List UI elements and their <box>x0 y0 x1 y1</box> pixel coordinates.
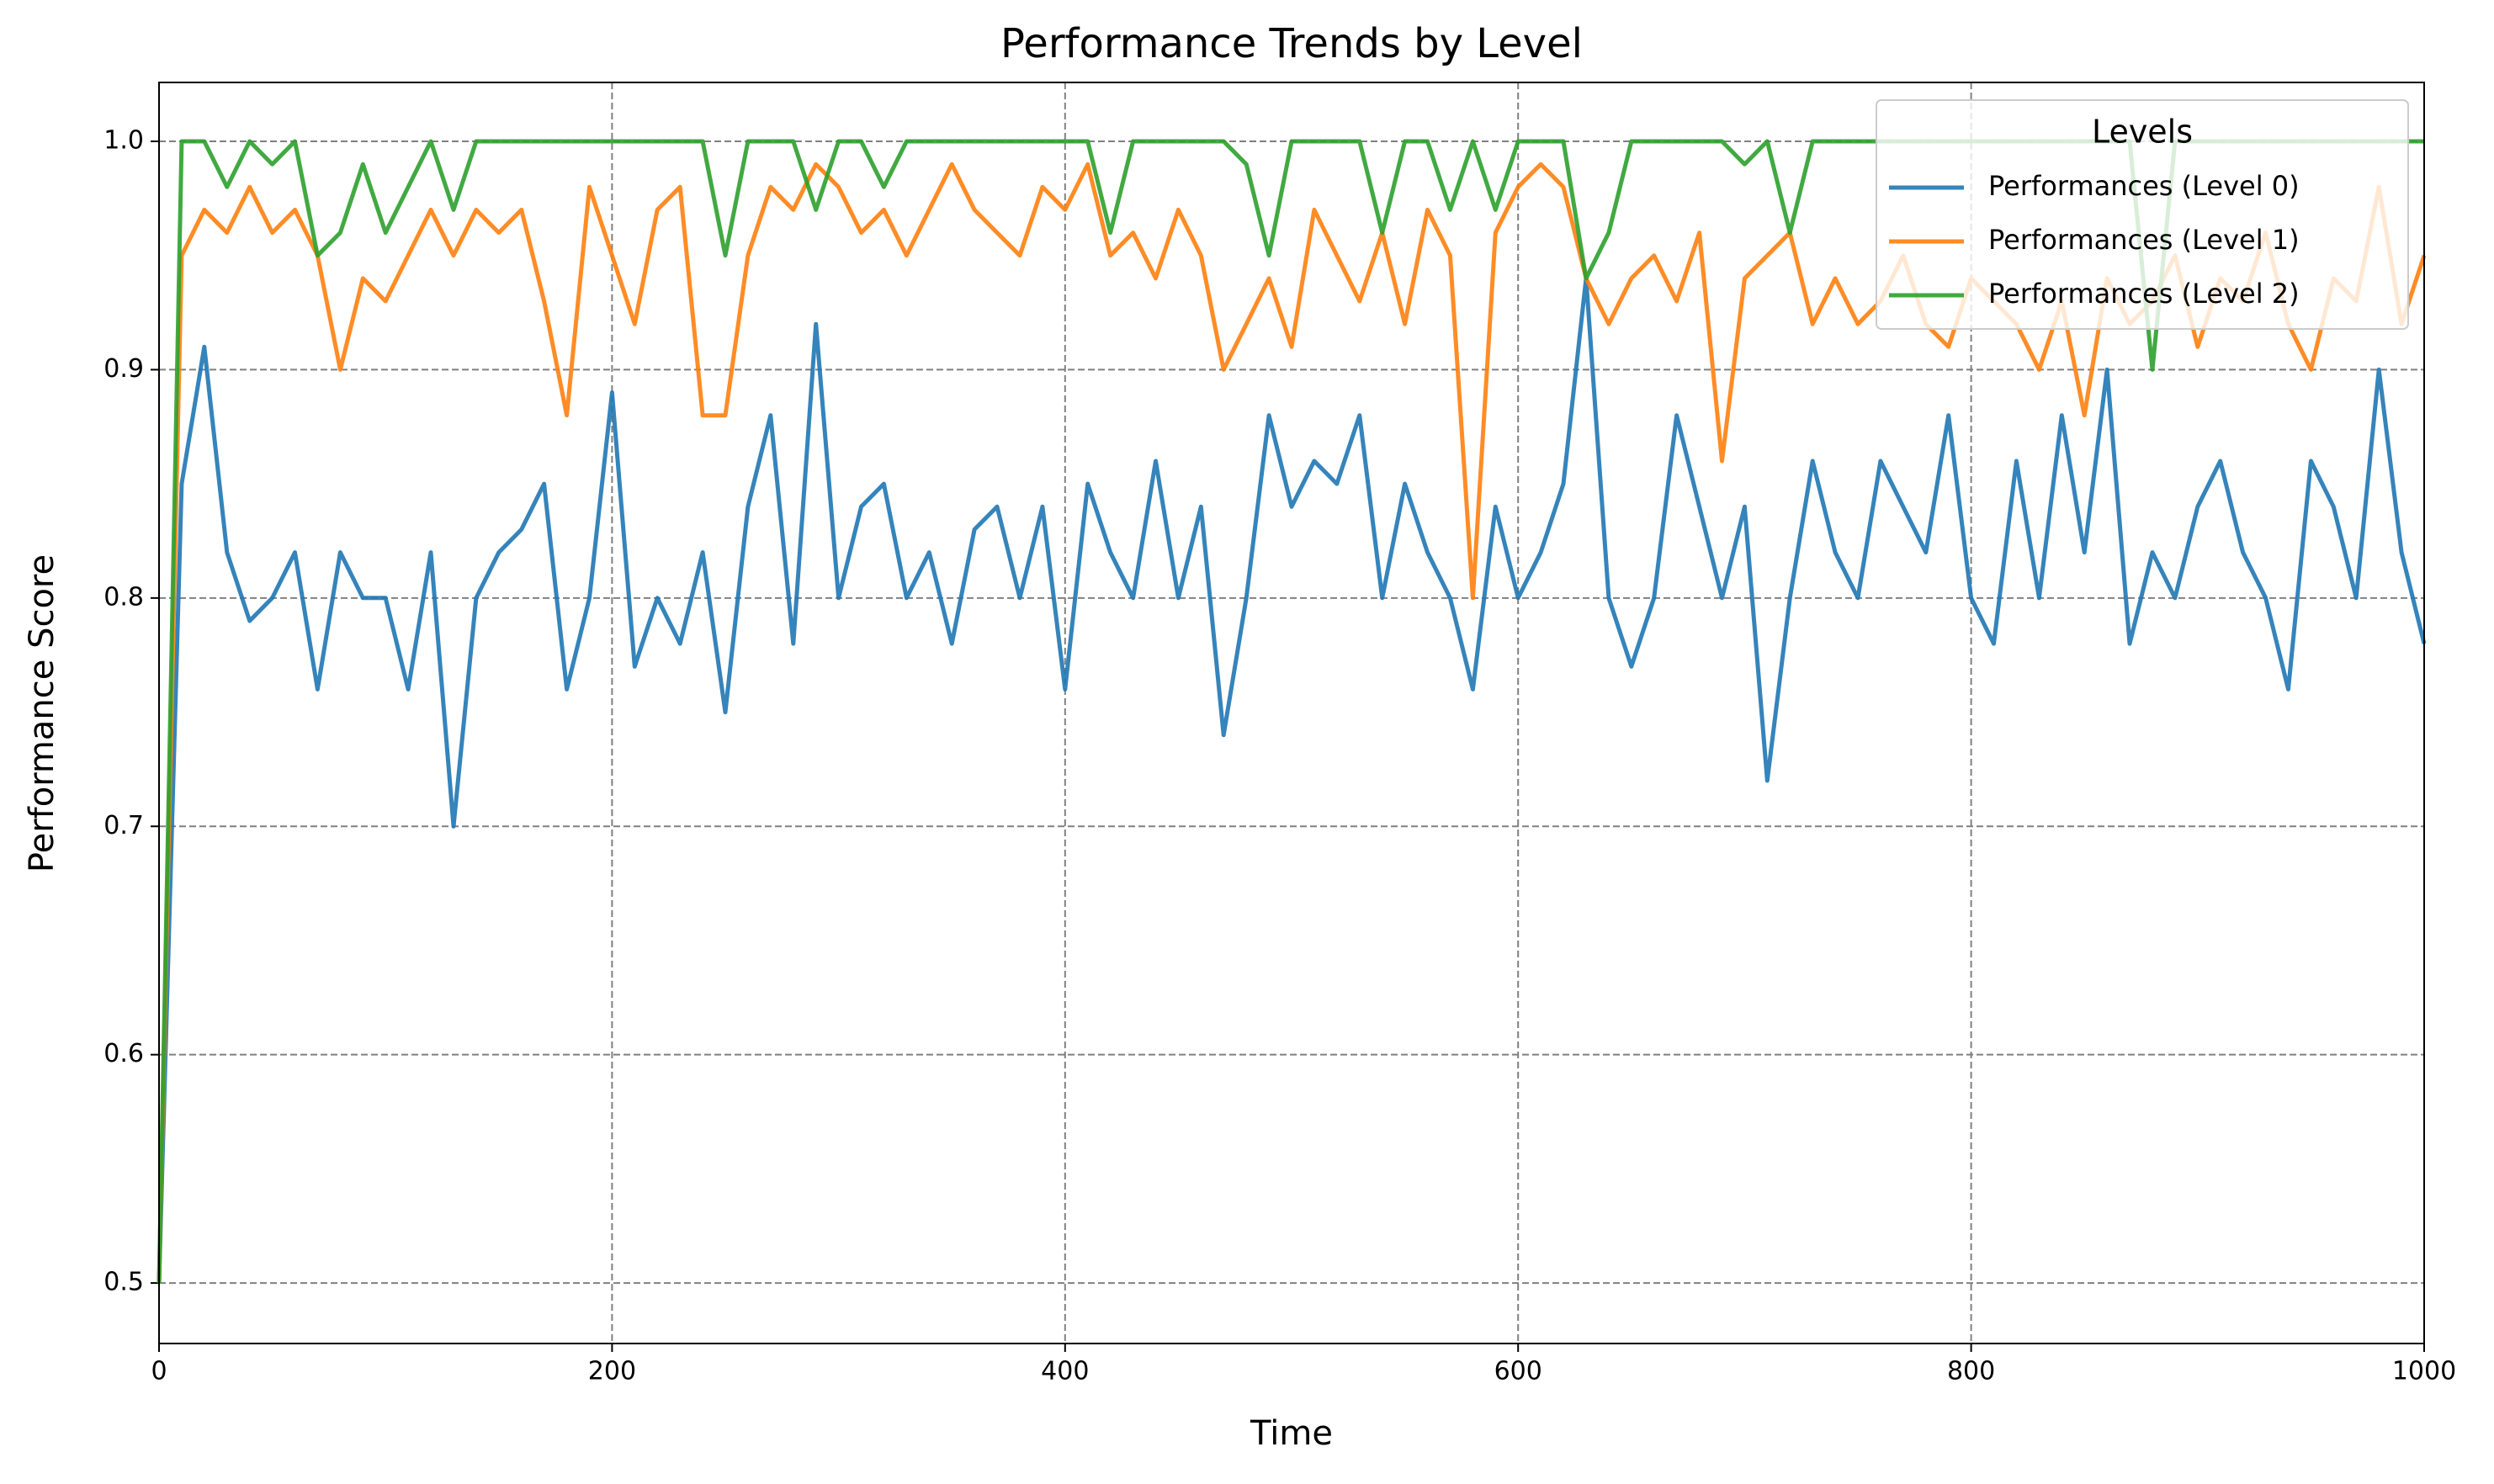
series-line <box>157 276 2427 1284</box>
x-tick-label: 600 <box>1494 1357 1542 1386</box>
series-line <box>157 162 2427 1284</box>
y-axis-label: Performance Score <box>23 554 61 872</box>
axes-frame <box>158 82 2425 1344</box>
legend-label: Performances (Level 1) <box>1988 224 2300 256</box>
x-tick-label: 0 <box>151 1357 167 1386</box>
legend-box <box>1876 99 2409 330</box>
y-tick-label: 0.9 <box>103 354 144 384</box>
y-tick-label: 1.0 <box>103 126 144 156</box>
x-tick-label: 800 <box>1947 1357 1995 1386</box>
y-tick-label: 0.5 <box>103 1268 144 1297</box>
y-tick-label: 0.7 <box>103 811 144 840</box>
legend-title: Levels <box>2092 114 2193 151</box>
y-tick-label: 0.6 <box>103 1039 144 1068</box>
x-tick-label: 1000 <box>2392 1357 2456 1386</box>
x-tick-label: 200 <box>588 1357 636 1386</box>
legend-label: Performances (Level 0) <box>1988 170 2300 202</box>
y-tick-label: 0.8 <box>103 582 144 612</box>
chart-title: Performance Trends by Level <box>1000 20 1583 67</box>
x-tick-label: 400 <box>1041 1357 1089 1386</box>
x-axis-label: Time <box>1250 1414 1333 1453</box>
legend-label: Performances (Level 2) <box>1988 278 2300 310</box>
